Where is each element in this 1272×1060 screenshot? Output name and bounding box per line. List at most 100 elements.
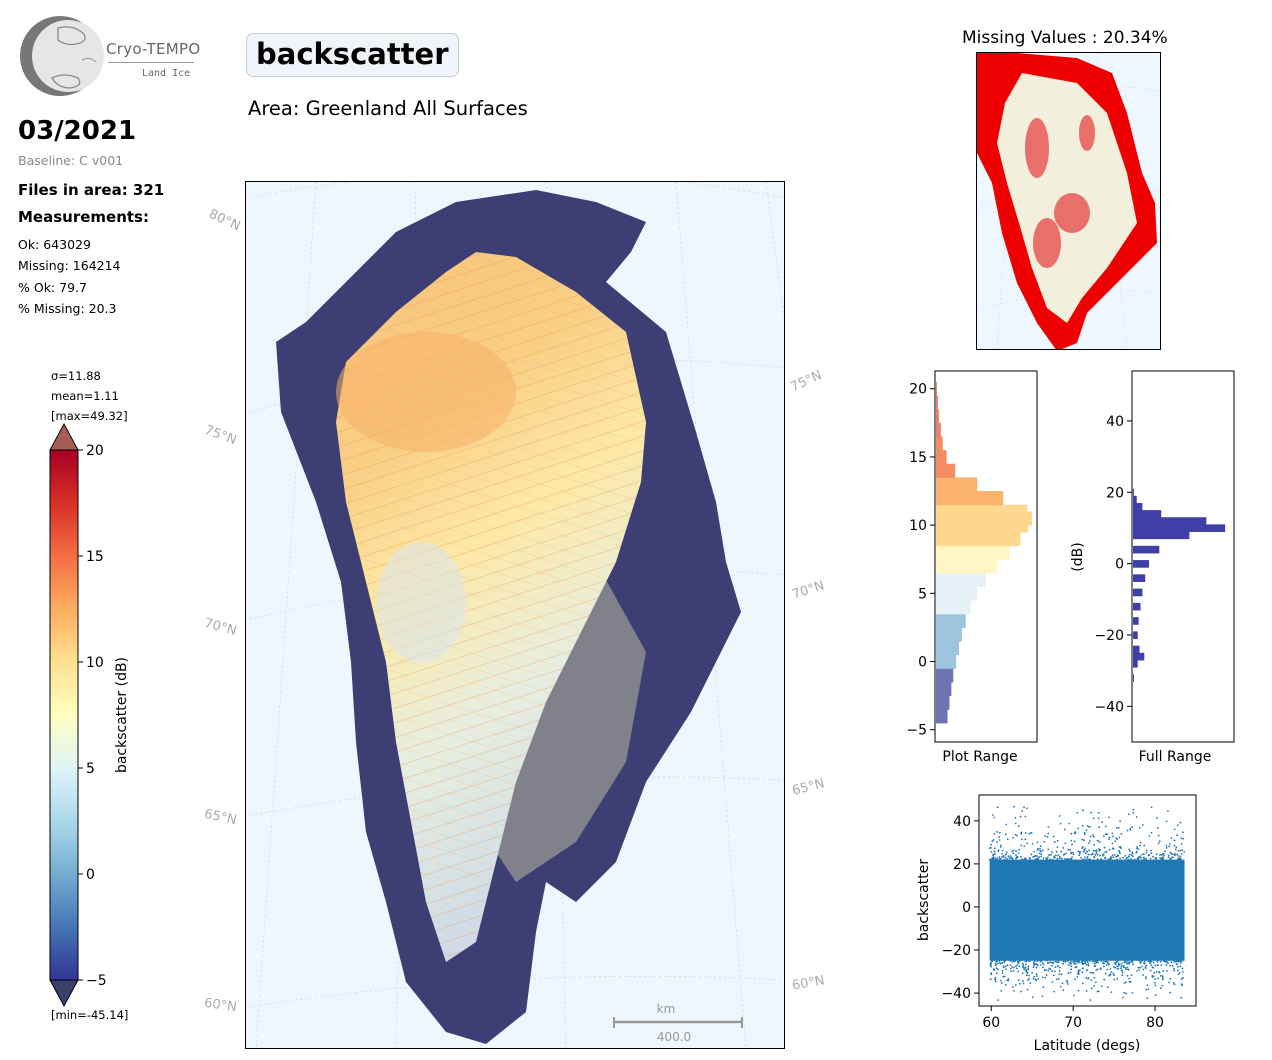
scatter-point — [1011, 857, 1014, 860]
scatter-point — [1027, 968, 1030, 971]
scatter-point — [1086, 961, 1089, 964]
scatter-point — [1062, 960, 1065, 963]
scatter-point — [1155, 970, 1158, 973]
scatter-point — [1019, 855, 1022, 858]
scatter-point — [1116, 968, 1119, 970]
scatter-point — [1059, 985, 1062, 988]
scatter-point — [1077, 989, 1080, 992]
scatter-point — [1180, 978, 1183, 980]
scatter-point — [1004, 983, 1007, 986]
scatter-point — [1083, 839, 1085, 841]
scatter-point — [1083, 831, 1086, 834]
scatter-point — [1180, 852, 1183, 855]
hist2-bar — [1133, 560, 1149, 568]
scatter-point — [1120, 962, 1123, 965]
hist1-ticks: 20 15 10 5 0 −5 — [906, 382, 935, 739]
scatter-point — [1044, 835, 1047, 838]
scatter-point — [1051, 981, 1054, 983]
scatter-point — [988, 858, 991, 861]
scatter-point — [1077, 969, 1080, 972]
hist2-bar — [1133, 524, 1226, 533]
hist2-ticks: 40 20 0 −20 −40 — [1094, 414, 1132, 715]
scatter-point — [1093, 856, 1096, 859]
scatter-point — [1179, 961, 1182, 964]
scatter-point — [1085, 852, 1087, 855]
scatter-point — [1061, 982, 1064, 985]
scatter-point — [1038, 852, 1041, 855]
hist1-bar — [936, 681, 952, 697]
colorbar-gradient — [49, 449, 79, 981]
scatter-point — [1162, 858, 1164, 861]
scatter-point — [1093, 844, 1096, 846]
missing-map-interior-gaps — [1025, 115, 1095, 268]
scatter-point — [1056, 839, 1059, 842]
scatter-point — [1040, 853, 1043, 856]
scatter-point — [1006, 964, 1009, 967]
scatter-point — [1066, 981, 1069, 984]
scatter-point — [1088, 840, 1091, 842]
logo-subtitle: Land Ice — [142, 68, 191, 79]
scatter-point — [1103, 857, 1106, 859]
scatter-point — [1155, 858, 1158, 860]
scatter-point — [1025, 963, 1027, 966]
scatter-point — [1006, 838, 1009, 841]
scatter-point — [1168, 981, 1170, 984]
scatter-point — [1113, 974, 1115, 977]
hist1-bar — [936, 695, 950, 710]
scatter-point — [1081, 824, 1084, 827]
scatter-point — [1020, 831, 1023, 834]
full-range-histogram: 40 20 0 −20 −40 (dB) Full Range — [1070, 370, 1235, 765]
scatter-point — [1068, 822, 1071, 825]
scatter-point — [1022, 982, 1025, 985]
scatter-point — [1024, 960, 1027, 963]
scatter-point — [1021, 810, 1024, 812]
scatter-point — [1077, 959, 1080, 962]
scatter-point — [993, 850, 996, 853]
hist2-bar — [1133, 574, 1146, 582]
scatter-point — [1127, 855, 1130, 858]
measurements-label: Measurements: — [18, 208, 149, 226]
scatter-point — [1165, 964, 1168, 966]
scatter-point — [1070, 832, 1073, 835]
scatter-point — [1109, 967, 1112, 970]
scatter-point — [1095, 851, 1098, 853]
scatter-point — [1117, 964, 1120, 967]
scatter-point — [1176, 824, 1179, 827]
scatter-point — [1173, 844, 1176, 847]
scatter-point — [1169, 977, 1172, 980]
scatter-point — [1151, 976, 1154, 978]
hist1-tick-label: 20 — [909, 382, 927, 398]
scatter-point — [1136, 845, 1139, 848]
missing-map-canvas — [977, 53, 1160, 349]
scatter-point — [1001, 852, 1003, 855]
scatter-point — [1114, 840, 1117, 843]
scatter-point — [1028, 974, 1031, 977]
scatter-point — [1053, 855, 1056, 858]
scatter-point — [1085, 959, 1088, 962]
scatter-point — [1121, 971, 1124, 974]
scatter-point — [1143, 853, 1145, 855]
scatter-point — [1077, 970, 1080, 973]
scatter-point — [1164, 850, 1166, 853]
colorbar-mean: mean=1.11 — [51, 389, 119, 403]
scatter-point — [1027, 967, 1030, 969]
hist2-xlabel: Full Range — [1139, 749, 1212, 765]
scalebar: km 400.0 — [613, 1002, 743, 1044]
hist1-bar — [936, 572, 986, 588]
scatter-point — [1089, 826, 1091, 828]
scatter-point — [1177, 854, 1180, 857]
scatter-point — [1003, 975, 1006, 978]
lat-label-65-right: 65°N — [790, 776, 827, 799]
scatter-point — [1021, 972, 1024, 975]
scatter-point — [1122, 856, 1124, 859]
scatter-point — [1124, 960, 1126, 963]
scatter-point — [1106, 968, 1109, 971]
scatter-point — [1129, 829, 1132, 831]
scalebar-value: 400.0 — [657, 1030, 691, 1044]
scatter-point — [1048, 961, 1050, 964]
scatter-point — [1015, 854, 1017, 857]
scatter-point — [1077, 973, 1080, 975]
scatter-point — [1154, 994, 1157, 997]
scatter-point — [1104, 972, 1107, 975]
scatter-point — [1020, 838, 1023, 841]
